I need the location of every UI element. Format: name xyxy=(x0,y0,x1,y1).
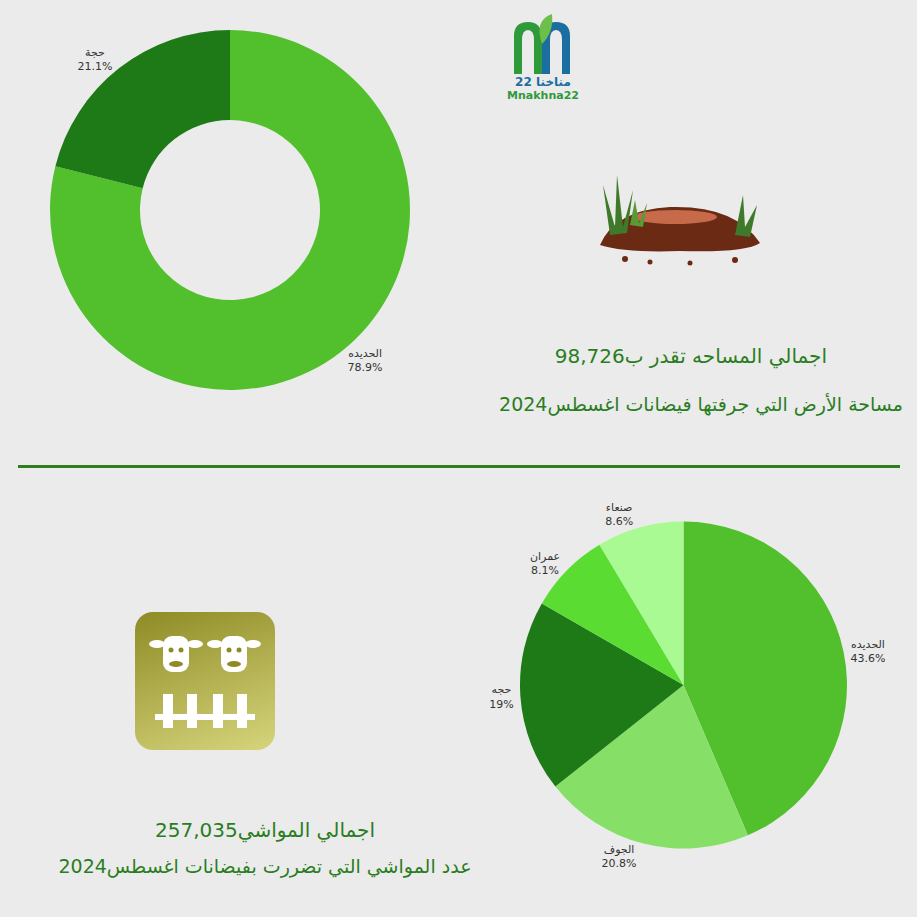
svg-text:الحديده43.6%: الحديده43.6% xyxy=(850,638,885,665)
svg-text:صنعاء8.6%: صنعاء8.6% xyxy=(605,501,633,528)
html-text:عدد المواشي التي تضررت بفيضانا: عدد المواشي التي تضررت بفيضانات اغسطس202… xyxy=(58,855,472,877)
html-text:مناخنا 22: مناخنا 22 xyxy=(515,75,571,89)
svg-text:عمران8.1%: عمران8.1% xyxy=(530,550,560,577)
svg-text:الحديده78.9%: الحديده78.9% xyxy=(348,347,383,374)
html-text:اجمالي المواشي257,035: اجمالي المواشي257,035 xyxy=(155,818,375,842)
svg-text:حجة21.1%: حجة21.1% xyxy=(77,46,112,73)
html-text:اجمالي المساحه تقدر ب98,726: اجمالي المساحه تقدر ب98,726 xyxy=(554,344,827,368)
html-text:مساحة الأرض التي جرفتها فيضانا: مساحة الأرض التي جرفتها فيضانات اغسطس202… xyxy=(499,393,903,415)
html-text:Mnakhna22: Mnakhna22 xyxy=(507,89,579,102)
svg-text:الجوف20.8%: الجوف20.8% xyxy=(602,843,637,870)
svg-text:حجه19%: حجه19% xyxy=(489,683,513,710)
